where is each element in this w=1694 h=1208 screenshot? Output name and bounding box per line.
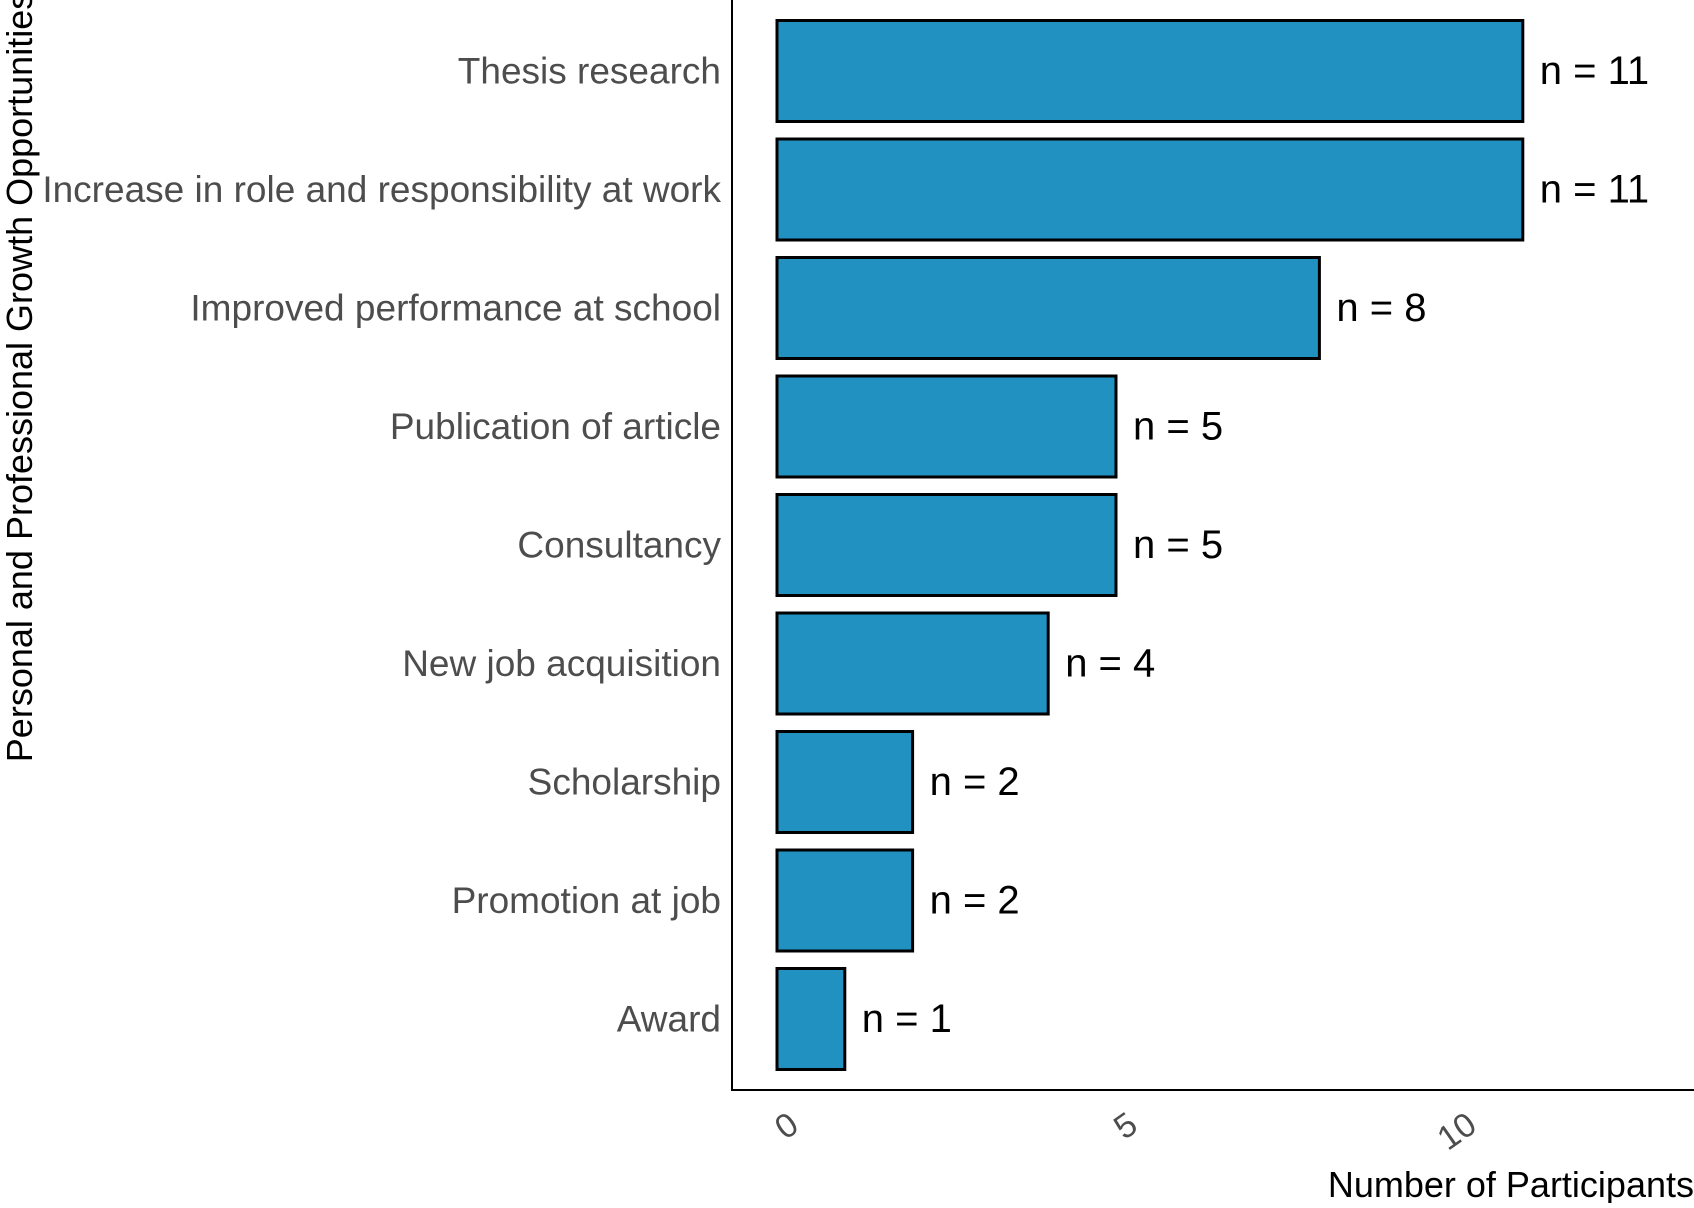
- x-tick-label: 10: [1431, 1105, 1484, 1158]
- category-label: Thesis research: [458, 51, 721, 92]
- data-label: n = 11: [1540, 168, 1649, 212]
- bar: [775, 967, 847, 1071]
- data-label: n = 2: [930, 760, 1020, 804]
- bar: [775, 256, 1321, 360]
- data-label: n = 1: [862, 997, 952, 1041]
- category-label: New job acquisition: [402, 643, 721, 684]
- bar: [775, 848, 915, 953]
- axes: [731, 0, 1694, 1091]
- bars-group: [775, 19, 1525, 1071]
- x-tick-label: 0: [768, 1105, 805, 1147]
- data-labels-group: n = 11 n = 11 n = 8 n = 5 n = 5 n = 4 n = 2 n =…: [862, 49, 1649, 1041]
- category-label: Consultancy: [517, 525, 721, 566]
- data-label: n = 5: [1133, 523, 1223, 567]
- category-labels-group: Thesis research Increase in role and resp…: [42, 51, 721, 1040]
- x-axis-title: Number of Participants: [1328, 1164, 1694, 1203]
- bar: [775, 730, 915, 834]
- bar: [775, 19, 1525, 123]
- category-label: Award: [617, 999, 721, 1040]
- category-label: Publication of article: [390, 406, 721, 447]
- data-label: n = 11: [1540, 49, 1649, 93]
- category-label: Scholarship: [528, 762, 721, 803]
- x-tick-labels-group: 0 5 10: [768, 1105, 1483, 1158]
- bar: [775, 137, 1525, 242]
- bar: [775, 611, 1050, 716]
- data-label: n = 4: [1065, 642, 1155, 686]
- data-label: n = 8: [1336, 286, 1426, 330]
- data-label: n = 5: [1133, 405, 1223, 449]
- category-label: Increase in role and responsibility at w…: [42, 169, 721, 210]
- category-label: Promotion at job: [452, 880, 721, 921]
- bar: [775, 493, 1118, 597]
- data-label: n = 2: [930, 879, 1020, 923]
- x-tick-label: 5: [1107, 1105, 1144, 1147]
- y-axis-title: Personal and Professional Growth Opportu…: [0, 0, 40, 762]
- category-label: Improved performance at school: [190, 288, 721, 329]
- bar: [775, 374, 1118, 479]
